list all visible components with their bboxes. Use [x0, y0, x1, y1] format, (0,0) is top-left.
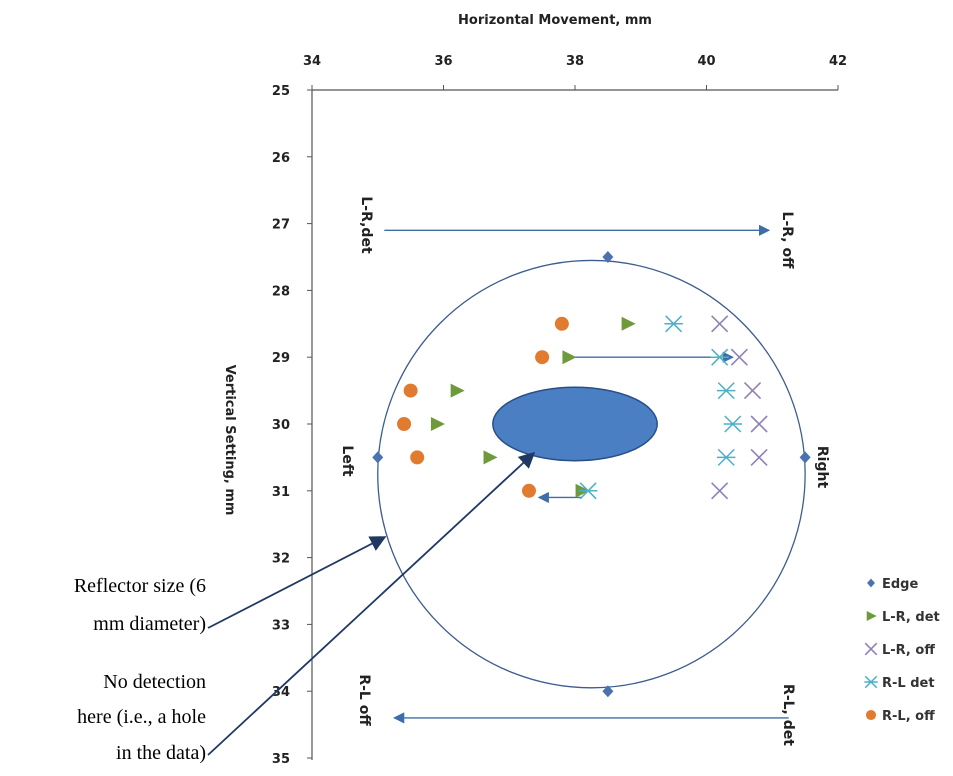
marker-circle — [554, 316, 569, 331]
marker-x — [743, 382, 762, 400]
callout-hole-line1: No detection — [103, 671, 206, 693]
series-r-l-off — [397, 316, 569, 498]
legend-label: L-R, off — [882, 643, 935, 658]
marker-diamond — [867, 578, 875, 588]
y-tick-label: 26 — [272, 151, 290, 166]
marker-triangle — [483, 450, 498, 465]
marker-triangle — [450, 383, 465, 398]
marker-asterisk — [717, 382, 736, 400]
legend-item: Edge — [867, 577, 918, 592]
marker-asterisk — [664, 315, 683, 333]
y-tick-label: 35 — [272, 752, 290, 767]
series-l-r-det — [430, 316, 636, 498]
x-tick-label: 36 — [434, 54, 452, 69]
y-tick-label: 25 — [272, 84, 290, 99]
marker-x — [730, 348, 748, 366]
legend-item: L-R, det — [866, 610, 940, 625]
legend-label: L-R, det — [882, 610, 940, 625]
callout-reflector-pointer — [207, 536, 387, 629]
series-r-l-det — [578, 315, 742, 500]
y-tick-label: 30 — [272, 418, 290, 433]
callout-reflector: Reflector size (6 mm diameter) — [74, 536, 387, 635]
y-tick-label: 29 — [272, 351, 290, 366]
legend-label: R-L, off — [882, 709, 935, 724]
direction-arrows — [384, 224, 789, 724]
label-lr-off: L-R, off — [779, 212, 795, 270]
x-tick-label: 34 — [303, 54, 321, 69]
marker-circle — [403, 383, 418, 398]
legend-label: R-L det — [882, 676, 935, 691]
x-tick-label: 42 — [829, 54, 847, 69]
marker-x — [750, 448, 768, 466]
marker-circle — [410, 450, 425, 465]
callout-hole: No detection here (i.e., a hole in the d… — [77, 451, 536, 764]
callout-reflector-line1: Reflector size (6 — [74, 575, 206, 597]
label-lr-det: L-R,det — [358, 196, 374, 254]
y-tick-label: 28 — [272, 284, 290, 299]
reflector-circle — [377, 259, 806, 689]
y-tick-label: 32 — [272, 552, 290, 567]
marker-x — [750, 415, 768, 433]
marker-x — [711, 482, 729, 500]
marker-triangle — [562, 350, 577, 365]
marker-diamond — [372, 451, 384, 464]
label-rl-off: R-L off — [356, 674, 372, 726]
legend-item: R-L det — [864, 675, 935, 691]
marker-asterisk — [723, 415, 742, 433]
y-tick-label: 33 — [272, 618, 290, 633]
marker-asterisk — [864, 675, 878, 689]
marker-asterisk — [717, 448, 736, 466]
axes: 34 36 38 40 42 25 26 27 28 29 30 31 32 33 34 35 — [272, 54, 847, 767]
y-tick-label: 27 — [272, 218, 290, 233]
callout-hole-line3: in the data) — [116, 742, 206, 764]
y-tick-label: 31 — [272, 485, 290, 500]
marker-diamond — [799, 451, 811, 464]
legend-label: Edge — [882, 577, 918, 592]
x-ticks: 34 36 38 40 42 — [303, 54, 847, 90]
marker-circle — [535, 350, 550, 365]
marker-x — [864, 642, 878, 656]
marker-triangle — [430, 417, 445, 431]
label-right: Right — [814, 446, 830, 489]
marker-diamond — [602, 251, 614, 263]
series-layer — [372, 251, 811, 698]
marker-circle — [865, 709, 877, 721]
x-tick-label: 40 — [697, 54, 715, 69]
legend-item: L-R, off — [864, 642, 935, 658]
callout-hole-pointer — [207, 451, 536, 756]
marker-triangle — [866, 610, 877, 622]
y-axis-title: Vertical Setting, mm — [222, 365, 237, 516]
label-left: Left — [339, 445, 355, 477]
series-l-r-off — [711, 315, 768, 500]
label-rl-det: R-L, det — [780, 684, 796, 746]
marker-triangle — [621, 316, 636, 331]
callout-hole-line2: here (i.e., a hole — [77, 706, 206, 728]
y-tick-label: 34 — [272, 685, 290, 700]
legend-item: R-L, off — [865, 709, 935, 724]
x-axis-title: Horizontal Movement, mm — [458, 13, 652, 28]
x-tick-label: 38 — [566, 54, 584, 69]
series-edge — [372, 251, 811, 698]
marker-asterisk — [710, 348, 729, 366]
legend: Edge L-R, det L-R, off R-L det R-L, off — [864, 577, 940, 724]
y-ticks: 25 26 27 28 29 30 31 32 33 34 35 — [272, 84, 312, 767]
hole-ellipse — [492, 386, 658, 462]
marker-x — [711, 315, 729, 333]
marker-diamond — [602, 685, 614, 698]
marker-circle — [521, 483, 536, 498]
marker-circle — [397, 417, 412, 431]
marker-asterisk — [578, 482, 598, 500]
callout-reflector-line2: mm diameter) — [93, 613, 206, 635]
